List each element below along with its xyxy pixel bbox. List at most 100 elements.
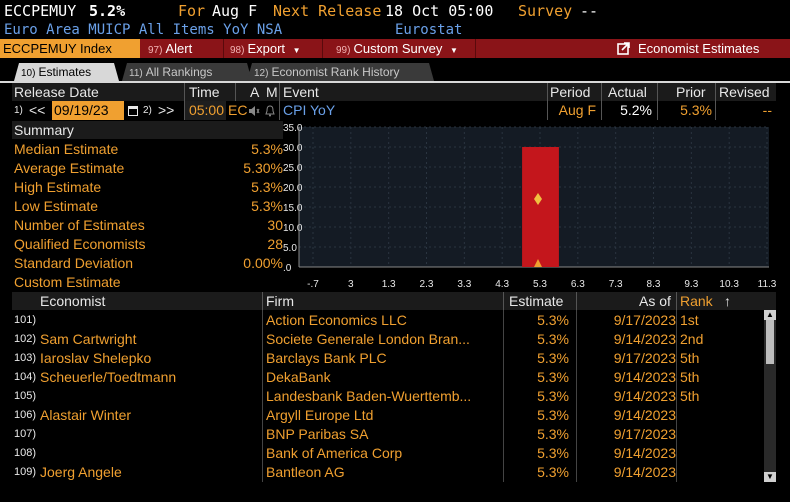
firm-name[interactable]: BNP Paribas SA	[266, 426, 369, 442]
ticker-field[interactable]: ECCPEMUY Index	[0, 39, 140, 58]
release-row: 1) << 09/19/23 2) >> 05:00 EC CPI YoY Au…	[12, 101, 776, 120]
summary-row: Low Estimate 5.3%	[14, 198, 283, 214]
as-of-date: 9/14/2023	[613, 407, 676, 423]
economist-scrollbar[interactable]: ▲ ▼	[764, 310, 776, 482]
economist-name[interactable]: Joerg Angele	[40, 464, 122, 480]
firm-name[interactable]: DekaBank	[266, 369, 331, 385]
average-estimate-marker	[534, 193, 542, 205]
last-value: 5.2%	[89, 2, 126, 20]
col-prior[interactable]: Prior	[676, 84, 706, 100]
y-tick-label: .0	[283, 263, 292, 274]
estimate-bar	[522, 147, 559, 267]
economist-row[interactable]: 105) Landesbank Baden-Wuerttemb... 5.3% 9/1…	[12, 387, 764, 406]
y-tick-label: 15.0	[283, 203, 303, 214]
survey-value: --	[580, 2, 599, 20]
economist-row[interactable]: 101) Action Economics LLC 5.3% 9/17/2023 1st	[12, 311, 764, 330]
firm-name[interactable]: Argyll Europe Ltd	[266, 407, 374, 423]
as-of-date: 9/14/2023	[613, 445, 676, 461]
event-link[interactable]: CPI YoY	[283, 102, 336, 118]
economist-row[interactable]: 106) Alastair Winter Argyll Europe Ltd 5.3%…	[12, 406, 764, 425]
economist-name[interactable]: Scheuerle/Toedtmann	[40, 369, 177, 385]
alert-button[interactable]: 97) Alert	[148, 41, 193, 56]
col-revised[interactable]: Revised	[719, 84, 770, 100]
estimate-value: 5.3%	[537, 445, 569, 461]
summary-header: Summary	[12, 121, 283, 139]
col-event[interactable]: Event	[283, 84, 319, 100]
firm-name[interactable]: Barclays Bank PLC	[266, 350, 387, 366]
col-estimate[interactable]: Estimate	[509, 293, 564, 309]
x-tick-label: 5.3	[533, 279, 547, 290]
next-release-button[interactable]: >>	[158, 102, 175, 118]
economist-estimates-button[interactable]: Economist Estimates	[617, 39, 759, 58]
sort-ascending-icon[interactable]: ↑	[724, 293, 731, 309]
estimate-value: 5.3%	[537, 464, 569, 480]
as-of-date: 9/17/2023	[613, 426, 676, 442]
estimate-distribution-chart: 35.0 30.0 25.0 20.0 15.0 10.0 5.0 .0 -.7 3 1.3 2.3 3…	[283, 123, 776, 290]
next-num: 2)	[143, 105, 152, 116]
row-index: 108)	[14, 447, 37, 459]
row-index: 109)	[14, 466, 37, 478]
col-release-date[interactable]: Release Date	[14, 84, 99, 100]
country-code: EC	[228, 102, 248, 118]
calendar-icon[interactable]	[128, 101, 138, 120]
economist-row[interactable]: 108) Bank of America Corp 5.3% 9/14/2023	[12, 444, 764, 463]
firm-name[interactable]: Landesbank Baden-Wuerttemb...	[266, 388, 472, 404]
tab-underline	[0, 81, 790, 83]
y-tick-label: 5.0	[283, 243, 297, 254]
tab-all-rankings[interactable]: 11) All Rankings	[122, 63, 252, 81]
firm-name[interactable]: Action Economics LLC	[266, 312, 407, 328]
rank-value: 5th	[680, 350, 700, 366]
chevron-down-icon: ▼	[292, 46, 301, 55]
tab-economist-rank-history[interactable]: 12) Economist Rank History	[247, 63, 434, 81]
firm-name[interactable]: Bank of America Corp	[266, 445, 403, 461]
economist-name[interactable]: Iaroslav Shelepko	[40, 350, 152, 366]
period-label: Aug F	[212, 2, 258, 20]
export-button[interactable]: 98) Export ▼	[230, 41, 301, 56]
col-as-of[interactable]: As of	[639, 293, 671, 309]
col-economist[interactable]: Economist	[40, 293, 106, 309]
col-firm[interactable]: Firm	[266, 293, 294, 309]
summary-row: Average Estimate 5.30%	[14, 160, 283, 176]
economist-row[interactable]: 103) Iaroslav Shelepko Barclays Bank PLC 5.…	[12, 349, 764, 368]
next-release-label: Next Release	[273, 2, 382, 20]
firm-name[interactable]: Bantleon AG	[266, 464, 345, 480]
economist-row[interactable]: 109) Joerg Angele Bantleon AG 5.3% 9/14/2023	[12, 463, 764, 482]
toolbar: ECCPEMUY Index 97) Alert 98) Export ▼ 99) C…	[0, 39, 790, 58]
firm-name[interactable]: Societe Generale London Bran...	[266, 331, 470, 347]
description-bar: Euro Area MUICP All Items YoY NSA Eurost…	[0, 21, 790, 39]
column-divider	[262, 310, 263, 482]
col-rank[interactable]: Rank	[680, 293, 713, 309]
col-period[interactable]: Period	[550, 84, 591, 100]
col-a[interactable]: A	[250, 84, 260, 100]
custom-survey-button[interactable]: 99) Custom Survey ▼	[336, 41, 458, 56]
economist-row[interactable]: 107) BNP Paribas SA 5.3% 9/17/2023	[12, 425, 764, 444]
scroll-thumb[interactable]	[766, 320, 774, 364]
speaker-icon[interactable]	[248, 101, 260, 120]
bell-icon[interactable]	[264, 101, 276, 120]
economist-row[interactable]: 104) Scheuerle/Toedtmann DekaBank 5.3% 9/14/…	[12, 368, 764, 387]
custom-estimate-row[interactable]: Custom Estimate	[14, 274, 121, 290]
estimate-value: 5.3%	[537, 312, 569, 328]
y-tick-label: 35.0	[283, 123, 303, 134]
prev-release-button[interactable]: <<	[29, 102, 46, 118]
scroll-up-icon[interactable]: ▲	[764, 310, 776, 320]
col-actual[interactable]: Actual	[608, 84, 647, 100]
tab-estimates[interactable]: 10) Estimates	[14, 63, 119, 81]
release-prior: 5.3%	[680, 102, 712, 118]
scroll-down-icon[interactable]: ▼	[764, 472, 776, 482]
as-of-date: 9/14/2023	[613, 464, 676, 480]
x-tick-label: 10.3	[719, 279, 739, 290]
survey-label: Survey	[518, 2, 573, 20]
economist-name[interactable]: Sam Cartwright	[40, 331, 137, 347]
next-release-value: 18 Oct 05:00	[385, 2, 494, 20]
release-date-input[interactable]: 09/19/23	[52, 101, 124, 120]
x-tick-label: 3.3	[457, 279, 471, 290]
as-of-date: 9/14/2023	[613, 369, 676, 385]
x-tick-label: 1.3	[382, 279, 396, 290]
economist-row[interactable]: 102) Sam Cartwright Societe Generale Londo…	[12, 330, 764, 349]
y-tick-label: 25.0	[283, 163, 303, 174]
col-time[interactable]: Time	[189, 84, 220, 100]
row-index: 107)	[14, 428, 37, 440]
economist-name[interactable]: Alastair Winter	[40, 407, 132, 423]
col-m[interactable]: M	[266, 84, 278, 100]
